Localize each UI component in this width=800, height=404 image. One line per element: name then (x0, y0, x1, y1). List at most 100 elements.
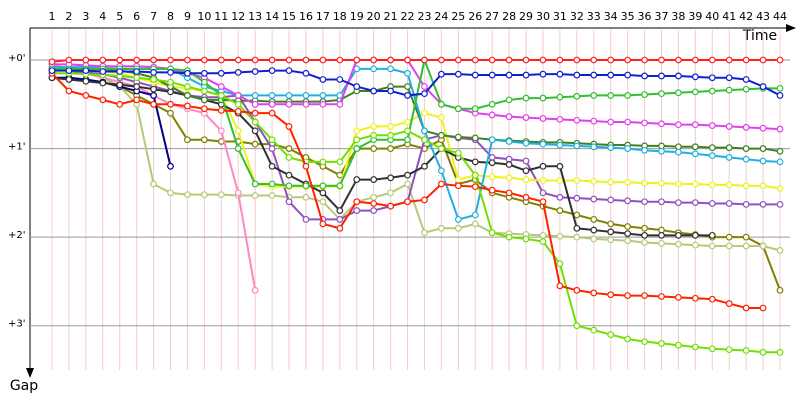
lap-point (776, 56, 784, 64)
lap-point (675, 293, 682, 301)
lap-point (471, 171, 479, 179)
lap-point (776, 200, 784, 208)
lap-point (675, 240, 682, 248)
lap-point (691, 121, 699, 129)
lap-point (353, 56, 361, 64)
lap-point (353, 176, 361, 183)
lap-point (251, 140, 259, 148)
lap-point (691, 343, 699, 351)
x-arrow (786, 24, 796, 32)
lap-point (116, 56, 124, 64)
lap-point (268, 192, 276, 199)
lap-point (708, 87, 716, 95)
lap-point (691, 241, 699, 249)
lap-point (488, 173, 496, 181)
lap-point (200, 105, 208, 113)
lap-point (641, 338, 648, 346)
lap-point (742, 233, 750, 241)
lap-point (624, 92, 632, 99)
lap-point (471, 134, 479, 142)
lap-point (641, 198, 648, 206)
lap-point (404, 83, 411, 90)
lap-point (336, 182, 344, 190)
lap-point (99, 96, 107, 104)
lap-point (539, 140, 547, 148)
lap-point (759, 304, 767, 312)
lap-point (65, 56, 73, 64)
lap-point (742, 123, 750, 131)
lap-point (454, 224, 462, 232)
lap-point (488, 100, 496, 108)
lap-point (708, 152, 716, 160)
lap-point (624, 335, 632, 343)
lap-point (505, 161, 513, 168)
lap-point (573, 322, 581, 330)
lap-point (437, 167, 445, 175)
lap-point (268, 56, 276, 64)
lap-point (302, 193, 310, 201)
lap-point (522, 176, 530, 183)
lap-point (404, 198, 411, 206)
lap-point (217, 191, 225, 199)
lap-point (573, 116, 581, 124)
lap-point (387, 65, 395, 73)
lap-point (776, 247, 784, 254)
lap-point (150, 76, 157, 83)
lap-point (590, 56, 598, 64)
lap-point (251, 92, 259, 99)
x-tick-label: 28 (502, 10, 516, 23)
lap-point (353, 127, 361, 135)
lap-point (302, 69, 310, 77)
x-tick-label: 20 (367, 10, 381, 23)
x-tick-label: 27 (485, 10, 499, 23)
lap-point (251, 100, 259, 108)
lap-point (658, 147, 665, 155)
lap-point (539, 162, 547, 170)
lap-point (437, 114, 445, 121)
lap-point (370, 123, 378, 130)
lap-point (691, 294, 699, 302)
lap-point (691, 143, 699, 151)
lap-point (607, 92, 615, 99)
lap-point (48, 58, 56, 66)
lap-point (82, 77, 90, 85)
lap-point (251, 56, 259, 64)
lap-point (404, 171, 411, 179)
lap-point (150, 68, 157, 76)
lap-point (268, 67, 276, 75)
lap-point (336, 207, 344, 214)
x-tick-label: 23 (417, 10, 431, 23)
lap-point (624, 145, 632, 152)
lap-point (505, 71, 513, 79)
lap-point (336, 216, 344, 223)
x-tick-label: 24 (434, 10, 448, 23)
lap-point (590, 289, 598, 297)
x-tick-label: 41 (722, 10, 736, 23)
lap-point (573, 194, 581, 202)
lap-point (759, 56, 767, 64)
lap-point (725, 200, 733, 207)
lap-point (454, 176, 462, 183)
lap-point (370, 200, 378, 207)
x-tick-label: 17 (316, 10, 330, 23)
lap-point (624, 118, 632, 126)
lap-point (336, 158, 344, 166)
x-tick-label: 11 (214, 10, 228, 23)
lap-point (471, 220, 479, 228)
lap-point (454, 133, 462, 141)
lap-point (48, 67, 56, 75)
lap-point (319, 189, 327, 197)
lap-point (200, 56, 208, 64)
lap-point (370, 131, 378, 139)
lap-point (353, 83, 361, 90)
lap-point (184, 56, 191, 64)
lap-point (522, 235, 530, 243)
lap-point (454, 149, 462, 157)
lap-point (217, 83, 225, 90)
y-axis-label: Gap (10, 378, 38, 394)
lap-point (217, 107, 225, 114)
lap-point (539, 238, 547, 245)
lap-point (759, 157, 767, 165)
lap-point (217, 92, 225, 99)
lap-point (505, 233, 513, 241)
